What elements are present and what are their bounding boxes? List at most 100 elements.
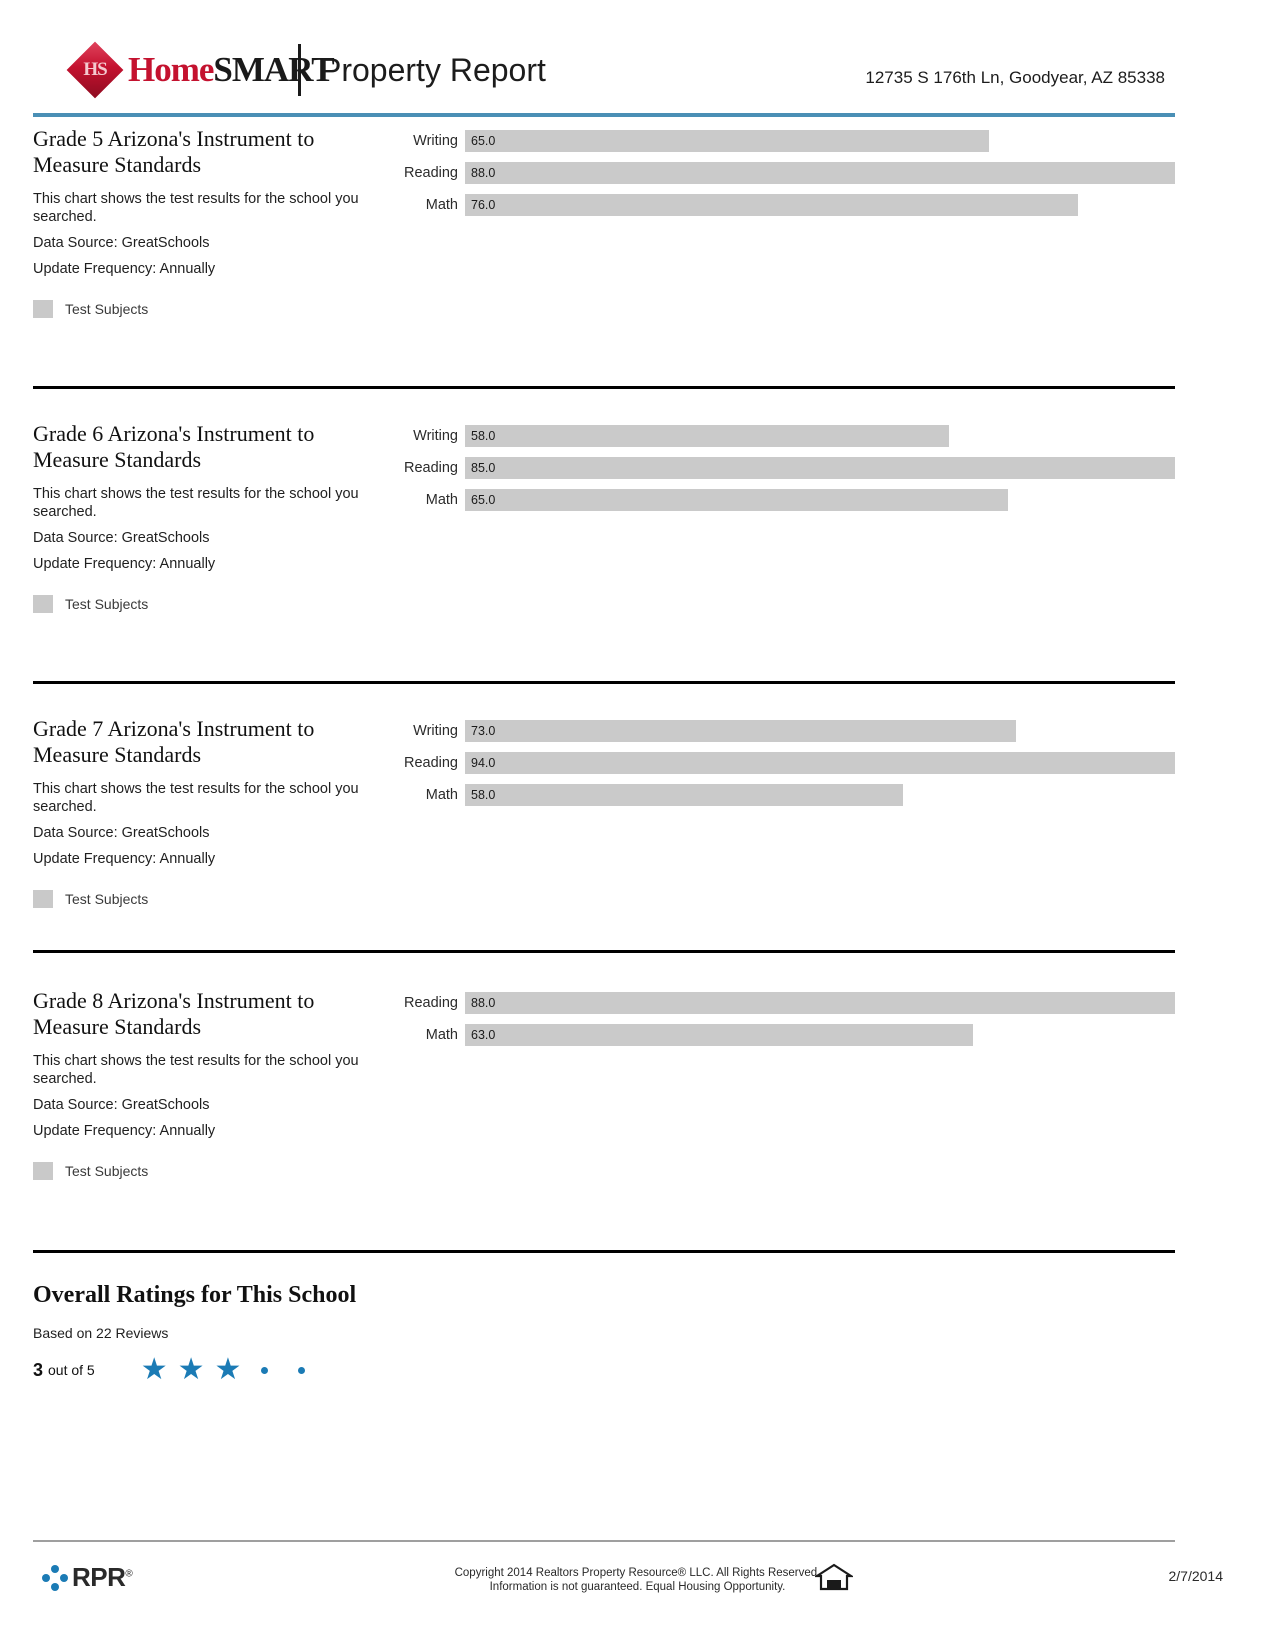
bar-fill: 76.0 [465,194,1079,216]
bar-row: Reading 85.0 [373,457,1175,479]
bar-chart: Writing 65.0 Reading 88.0 Math 76.0 [373,130,1175,226]
section-title: Grade 7 Arizona's Instrument to Measure … [33,716,315,767]
homesmart-logo: HS HomeSMART [66,41,335,99]
bar-category-label: Reading [403,165,458,181]
footer-date: 2/7/2014 [1168,1568,1224,1584]
section-description: This chart shows the test results for th… [33,191,359,225]
chart-legend: Test Subjects [33,300,363,318]
bar-track: 65.0 [465,489,1175,511]
section-title: Grade 8 Arizona's Instrument to Measure … [33,988,315,1039]
rpr-wordmark: RPR® [72,1562,133,1593]
star-filled-icon: ★ [140,1353,168,1386]
logo-smart-text: SMART [213,50,334,89]
bar-track: 85.0 [465,457,1175,479]
bar-fill: 58.0 [465,784,904,806]
bar-category-label: Writing [413,723,458,739]
section-info: Grade 8 Arizona's Instrument to Measure … [33,988,363,1180]
ratings-score-outof: out of 5 [48,1362,95,1378]
page-footer: RPR® Copyright 2014 Realtors Property Re… [0,1548,1275,1650]
homesmart-diamond-icon: HS [66,41,124,99]
ratings-score-value: 3 [33,1359,44,1380]
bar-fill: 88.0 [465,992,1175,1014]
section-title: Grade 6 Arizona's Instrument to Measure … [33,421,315,472]
bar-track: 76.0 [465,194,1175,216]
section-divider [33,386,1175,389]
bar-category-label: Reading [403,755,458,771]
bar-row: Writing 58.0 [373,425,1175,447]
ratings-score-row: 3 out of 5 ★ ★ ★ [33,1355,1175,1385]
rpr-logo-text: RPR [72,1562,126,1592]
ratings-review-count: Based on 22 Reviews [33,1325,169,1341]
footer-copyright-line2: Information is not guaranteed. Equal Hou… [489,1581,786,1593]
bar-row: Math 65.0 [373,489,1175,511]
star-empty-dot-icon [261,1366,269,1374]
legend-label: Test Subjects [65,301,149,317]
overall-ratings-section: Overall Ratings for This School Based on… [33,1282,1175,1385]
bar-value-label: 63.0 [471,1028,496,1042]
bar-category-label: Reading [403,995,458,1011]
bar-track: 65.0 [465,130,1175,152]
rpr-logo: RPR® [42,1562,133,1593]
bar-track: 73.0 [465,720,1175,742]
bar-fill: 94.0 [465,752,1175,774]
section-info: Grade 6 Arizona's Instrument to Measure … [33,421,363,613]
bar-category-label: Math [425,1027,458,1043]
section-update-frequency: Update Frequency: Annually [33,556,216,572]
bar-chart: Reading 88.0 Math 63.0 [373,992,1175,1056]
homesmart-monogram: HS [83,59,107,80]
bar-category-label: Math [425,197,458,213]
section-description: This chart shows the test results for th… [33,1053,359,1087]
bar-chart: Writing 73.0 Reading 94.0 Math 58.0 [373,720,1175,816]
logo-home-text: Home [128,50,214,89]
star-rating: ★ ★ ★ [141,1355,316,1385]
section-update-frequency: Update Frequency: Annually [33,851,216,867]
footer-rule [33,1540,1175,1542]
bar-track: 88.0 [465,162,1175,184]
section-data-source: Data Source: GreatSchools [33,530,210,546]
section-description: This chart shows the test results for th… [33,781,359,815]
footer-copyright-line1: Copyright 2014 Realtors Property Resourc… [454,1567,821,1579]
bar-fill: 65.0 [465,489,1008,511]
legend-label: Test Subjects [65,596,149,612]
bar-row: Math 76.0 [373,194,1175,216]
homesmart-wordmark: HomeSMART [128,50,335,89]
bar-row: Reading 88.0 [373,162,1175,184]
star-filled-icon: ★ [177,1353,205,1386]
bar-track: 63.0 [465,1024,1175,1046]
section-description: This chart shows the test results for th… [33,486,359,520]
bar-row: Writing 65.0 [373,130,1175,152]
section-update-frequency: Update Frequency: Annually [33,1123,216,1139]
bar-track: 58.0 [465,784,1175,806]
section-divider [33,681,1175,684]
header-accent-rule [33,113,1175,117]
bar-track: 88.0 [465,992,1175,1014]
page-title: Property Report [320,52,546,88]
legend-swatch [33,595,53,613]
bar-row: Reading 88.0 [373,992,1175,1014]
bar-chart: Writing 58.0 Reading 85.0 Math 65.0 [373,425,1175,521]
bar-fill: 65.0 [465,130,990,152]
section-title: Grade 5 Arizona's Instrument to Measure … [33,126,315,177]
chart-legend: Test Subjects [33,595,363,613]
rpr-trademark: ® [125,1568,133,1580]
bar-value-label: 88.0 [471,996,496,1010]
bar-value-label: 88.0 [471,166,496,180]
section-data-source: Data Source: GreatSchools [33,235,210,251]
legend-label: Test Subjects [65,891,149,907]
bar-value-label: 58.0 [471,429,496,443]
bar-value-label: 58.0 [471,788,496,802]
bar-track: 58.0 [465,425,1175,447]
bar-fill: 58.0 [465,425,950,447]
bar-row: Math 63.0 [373,1024,1175,1046]
section-divider [33,1250,1175,1253]
star-empty-dot-icon [298,1366,306,1374]
equal-housing-opportunity-icon [813,1562,855,1592]
legend-label: Test Subjects [65,1163,149,1179]
bar-fill: 88.0 [465,162,1175,184]
bar-category-label: Writing [413,133,458,149]
bar-value-label: 65.0 [471,493,496,507]
property-address: 12735 S 176th Ln, Goodyear, AZ 85338 [865,68,1165,87]
star-filled-icon: ★ [214,1353,242,1386]
chart-legend: Test Subjects [33,890,363,908]
